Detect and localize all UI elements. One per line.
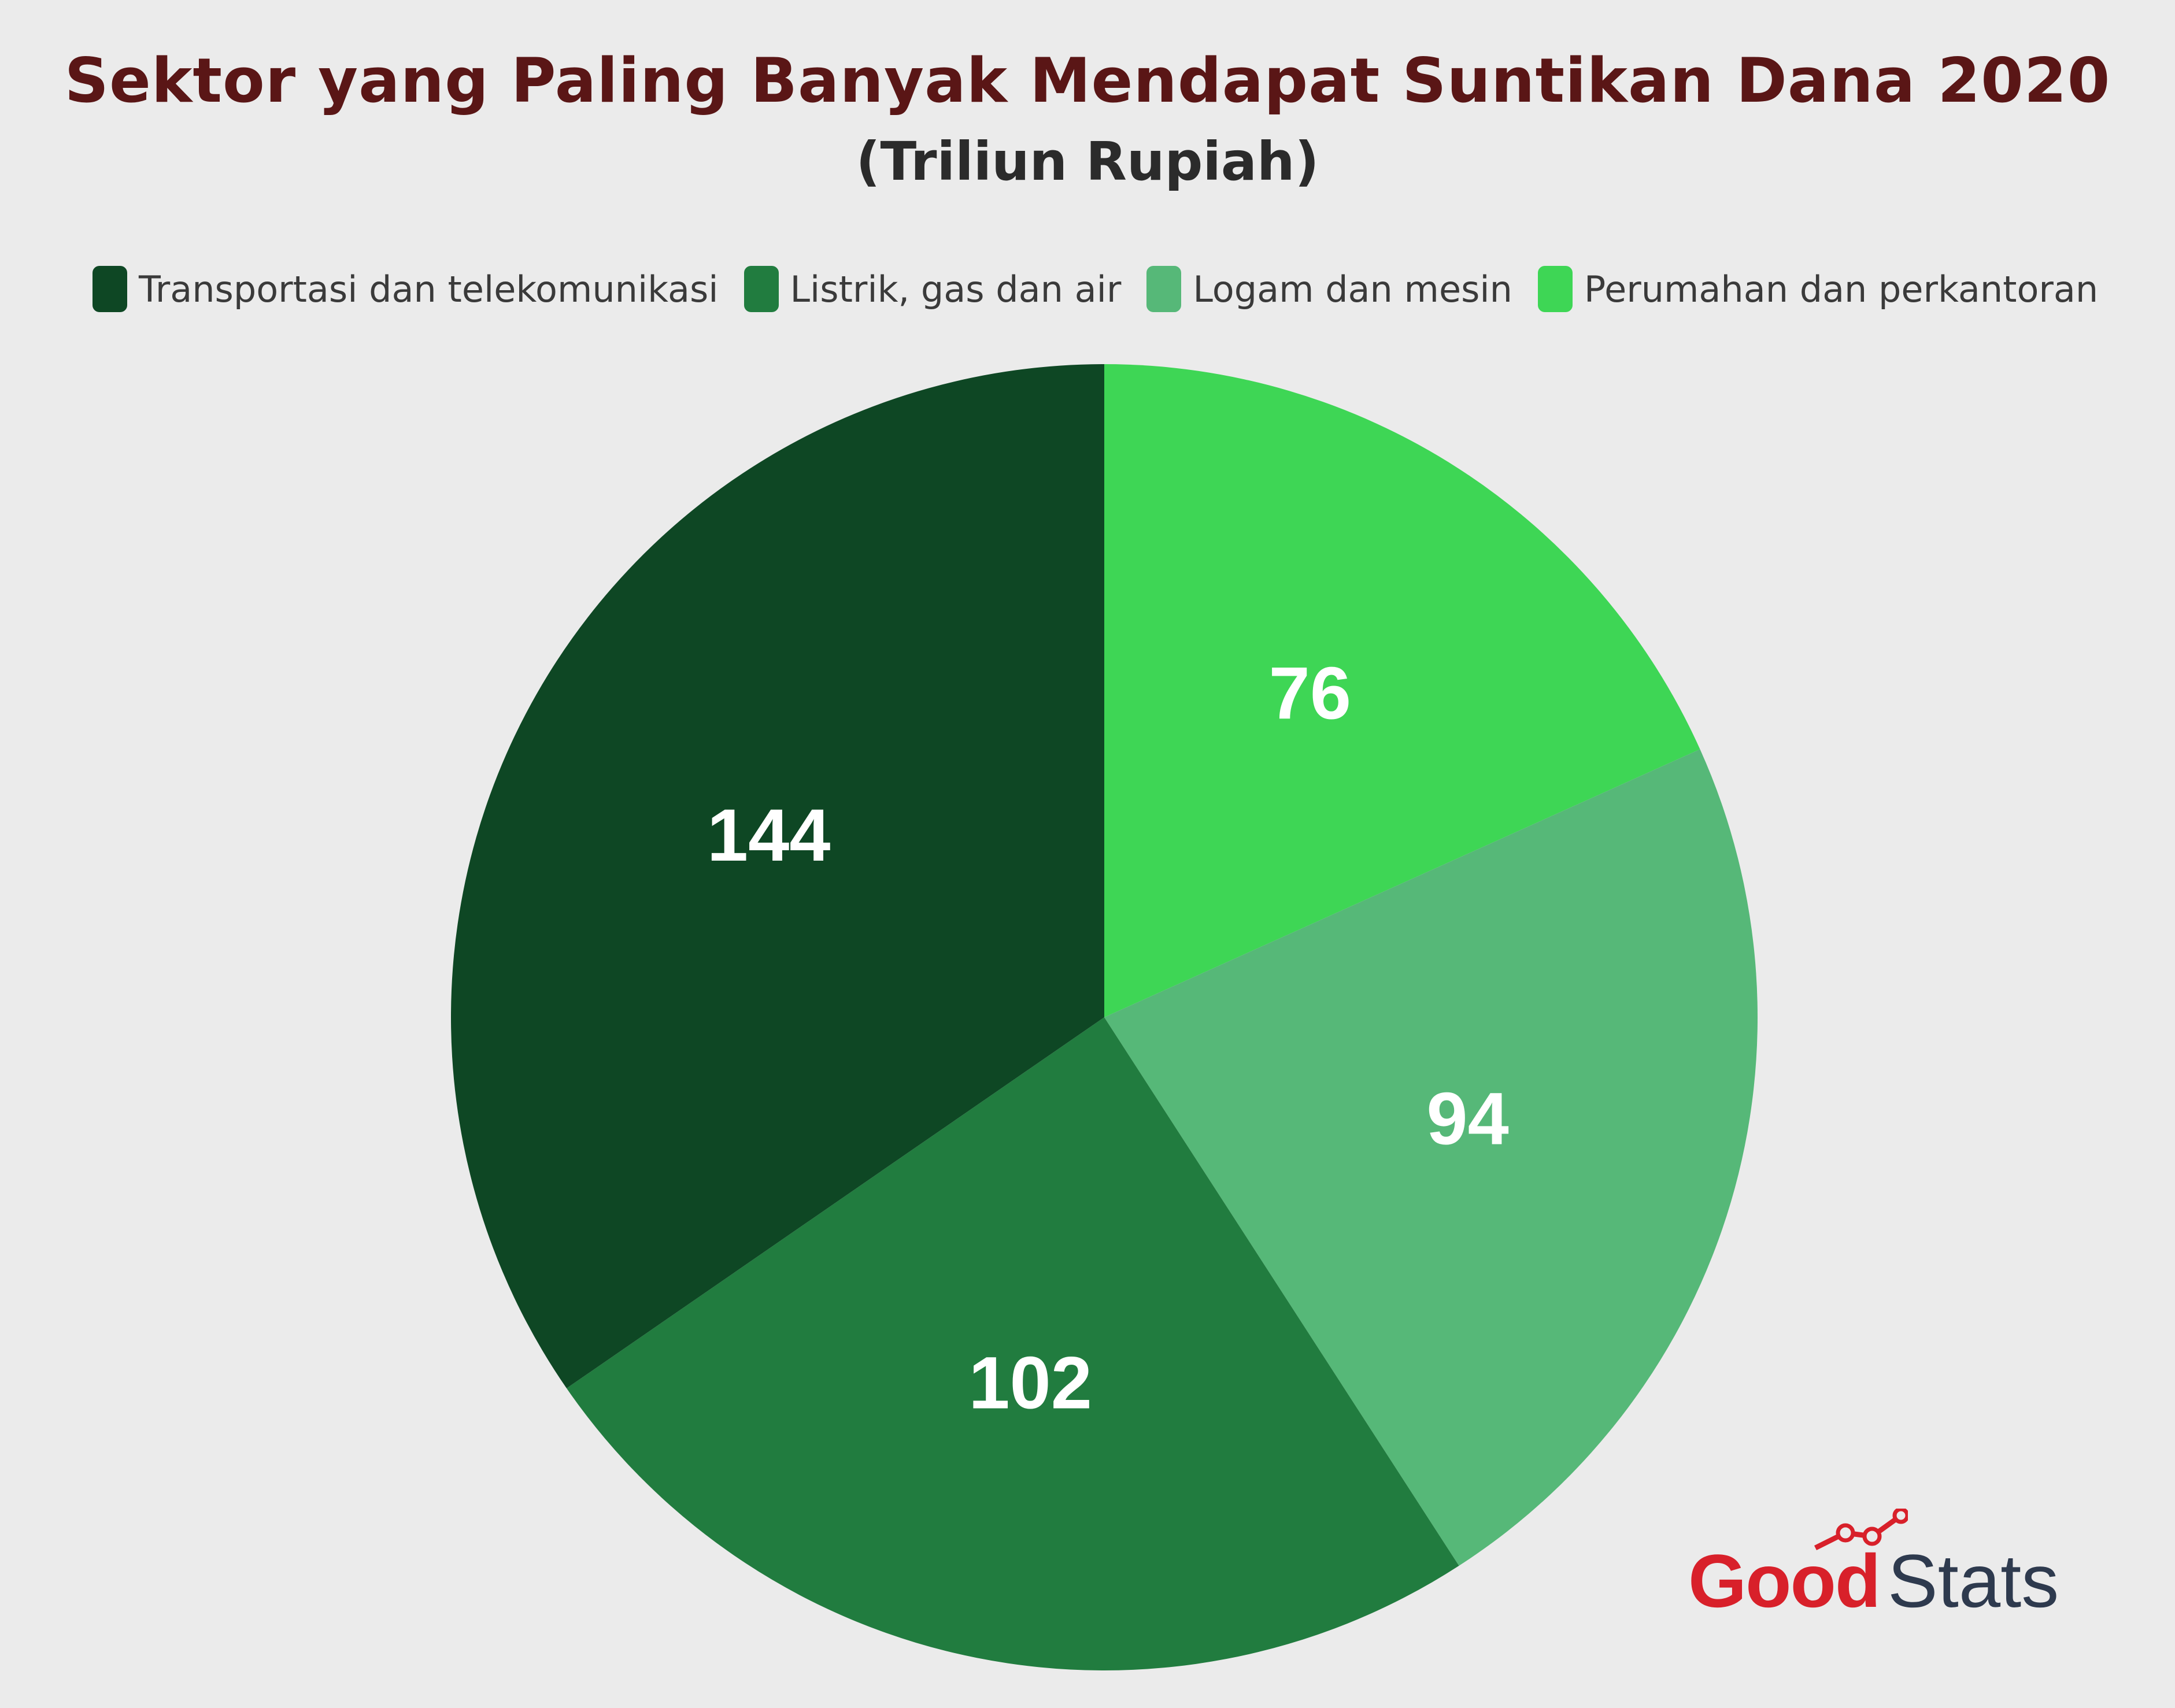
legend-label-logam: Logam dan mesin xyxy=(1193,268,1512,310)
data-label: 102 xyxy=(968,1342,1092,1425)
pie-slice-perumahan-dan-perkantoran[interactable] xyxy=(1104,364,1700,1017)
legend-item-perumahan[interactable]: Perumahan dan perkantoran xyxy=(1537,266,2099,312)
legend-swatch-perumahan xyxy=(1537,266,1573,312)
legend-item-logam[interactable]: Logam dan mesin xyxy=(1146,266,1512,312)
data-label: 94 xyxy=(1426,1077,1508,1160)
brand-stats-text: Stats xyxy=(1888,1539,2059,1623)
chart-title: Sektor yang Paling Banyak Mendapat Sunti… xyxy=(64,45,2111,116)
legend: Transportasi dan telekomunikasi Listrik,… xyxy=(93,260,2116,318)
legend-swatch-transportasi xyxy=(93,266,127,312)
legend-swatch-listrik xyxy=(744,266,779,312)
legend-label-perumahan: Perumahan dan perkantoran xyxy=(1584,268,2099,310)
pie-slice-listrik-gas-dan-air[interactable] xyxy=(567,1017,1459,1671)
legend-swatch-logam xyxy=(1146,266,1182,312)
legend-item-transportasi[interactable]: Transportasi dan telekomunikasi xyxy=(93,266,719,312)
legend-label-transportasi: Transportasi dan telekomunikasi xyxy=(139,268,719,310)
data-label: 76 xyxy=(1269,652,1351,735)
pie-slice-logam-dan-mesin[interactable] xyxy=(1104,749,1758,1566)
goodstats-logo: Good Stats xyxy=(1688,1509,2093,1624)
legend-label-listrik: Listrik, gas dan air xyxy=(790,268,1122,310)
legend-item-listrik[interactable]: Listrik, gas dan air xyxy=(744,266,1122,312)
trend-line-icon xyxy=(1814,1509,1908,1551)
data-label: 144 xyxy=(707,794,831,877)
pie-slice-transportasi-dan-telekomunikasi[interactable] xyxy=(451,364,1105,1388)
chart-subtitle: (Triliun Rupiah) xyxy=(856,131,1319,192)
brand-good-text: Good xyxy=(1688,1539,1881,1623)
